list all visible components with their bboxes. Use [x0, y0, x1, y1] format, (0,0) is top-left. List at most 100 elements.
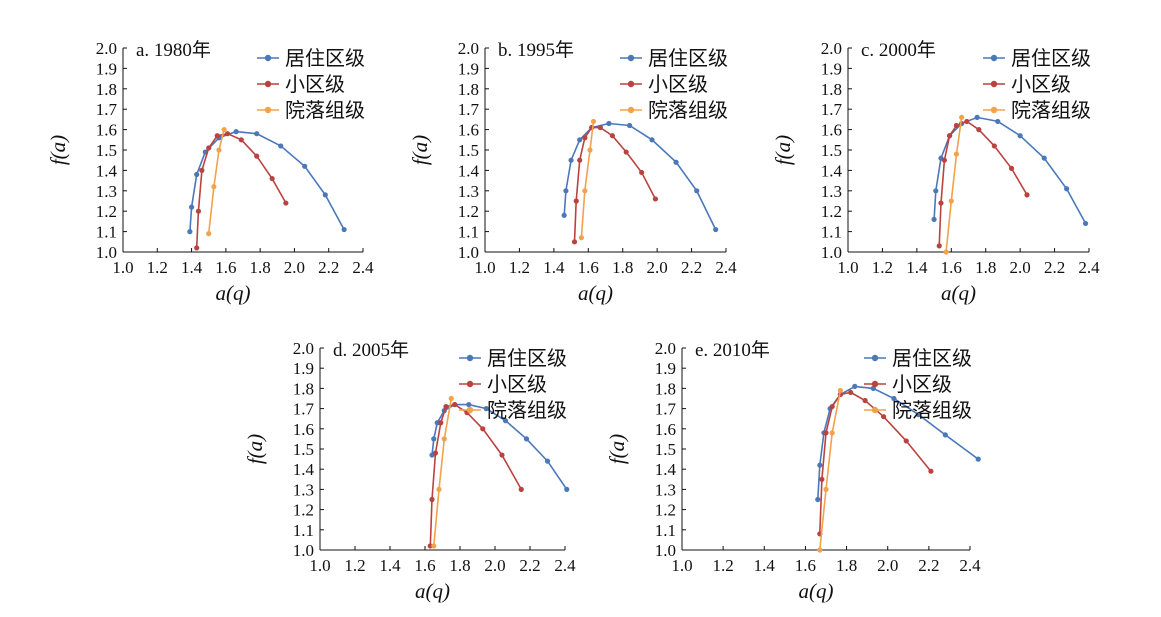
series-line	[195, 132, 287, 248]
legend-label: 院落组级	[285, 99, 365, 122]
data-point	[823, 430, 829, 436]
series-line	[819, 390, 842, 551]
x-tick-label: 1.4	[379, 556, 401, 575]
series-1	[429, 401, 570, 492]
y-tick-label: 1.9	[821, 59, 842, 78]
data-point	[933, 188, 939, 194]
data-point	[694, 188, 700, 194]
y-tick-label: 1.4	[96, 161, 118, 180]
series-line	[945, 117, 963, 253]
data-point	[269, 175, 275, 182]
y-tick-label: 2.0	[655, 339, 676, 358]
y-tick-label: 1.1	[96, 223, 117, 242]
y-axis-title: f(a)	[605, 434, 629, 464]
data-point	[936, 243, 942, 249]
data-point	[499, 452, 505, 458]
x-tick-label: 2.4	[1078, 258, 1100, 277]
data-point	[233, 129, 239, 135]
x-tick-label: 2.0	[284, 258, 305, 277]
y-tick-label: 2.0	[458, 39, 479, 58]
y-tick-label: 1.1	[821, 223, 842, 242]
y-tick-label: 1.4	[458, 161, 480, 180]
data-point	[254, 131, 260, 137]
data-point	[1017, 133, 1023, 139]
y-tick-label: 1.8	[655, 379, 676, 398]
data-point	[609, 133, 615, 139]
y-tick-label: 1.0	[96, 243, 117, 262]
data-point	[216, 147, 222, 153]
y-tick-label: 1.9	[655, 359, 676, 378]
x-tick-label: 1.0	[671, 556, 692, 575]
data-point	[953, 151, 960, 157]
y-tick-label: 1.1	[655, 521, 676, 540]
y-tick-label: 1.3	[821, 182, 842, 201]
data-point	[829, 430, 835, 436]
legend-label: 小区级	[648, 73, 708, 96]
x-tick-label: 2.2	[519, 556, 540, 575]
data-point	[964, 118, 970, 125]
y-tick-label: 1.5	[96, 141, 117, 160]
data-point	[938, 200, 944, 206]
legend-marker	[627, 106, 635, 114]
y-tick-label: 1.5	[821, 141, 842, 160]
x-tick-label: 1.4	[543, 258, 565, 277]
panel-label: d. 2005年	[333, 339, 409, 361]
y-tick-label: 1.2	[655, 501, 676, 520]
x-tick-label: 2.4	[554, 556, 576, 575]
data-point	[639, 169, 645, 176]
series-line	[429, 403, 522, 547]
legend-item: 小区级	[459, 373, 547, 396]
y-tick-label: 1.4	[293, 460, 315, 479]
x-tick-label: 1.6	[414, 556, 435, 575]
y-tick-label: 1.1	[293, 521, 314, 540]
data-point	[431, 436, 437, 442]
data-point	[819, 476, 825, 482]
data-point	[211, 184, 217, 190]
x-tick-label: 2.2	[1044, 258, 1065, 277]
data-point	[341, 226, 347, 233]
data-point	[931, 216, 937, 222]
series-2	[936, 118, 1030, 249]
data-point	[544, 458, 551, 464]
series-2	[571, 124, 659, 245]
x-axis-title: a(q)	[799, 579, 834, 603]
series-line	[580, 121, 595, 238]
x-tick-label: 1.8	[836, 556, 857, 575]
data-point	[480, 426, 486, 432]
data-point	[568, 157, 574, 163]
x-axis-title: a(q)	[415, 579, 450, 603]
panel-label: c. 2000年	[861, 39, 936, 61]
series-3	[578, 118, 597, 241]
data-point	[564, 486, 570, 492]
y-tick-label: 1.0	[458, 243, 479, 262]
legend-marker	[990, 106, 998, 114]
y-tick-label: 1.7	[458, 100, 480, 119]
data-point	[429, 496, 435, 503]
x-tick-label: 1.0	[837, 258, 858, 277]
y-tick-label: 1.2	[96, 202, 117, 221]
y-tick-label: 1.9	[458, 59, 479, 78]
data-point	[953, 122, 960, 129]
y-tick-label: 2.0	[293, 339, 314, 358]
data-point	[224, 131, 231, 137]
x-tick-label: 1.0	[474, 258, 495, 277]
x-tick-label: 1.6	[795, 556, 816, 575]
legend-label: 居住区级	[648, 47, 728, 70]
x-tick-label: 2.4	[352, 258, 374, 277]
data-point	[221, 127, 227, 133]
legend-label: 居住区级	[285, 47, 365, 70]
x-tick-label: 1.6	[578, 258, 599, 277]
data-point	[1064, 186, 1070, 192]
y-tick-label: 1.7	[96, 100, 118, 119]
data-point	[959, 114, 965, 120]
y-tick-label: 1.9	[293, 359, 314, 378]
data-point	[817, 462, 823, 468]
x-tick-label: 2.0	[484, 556, 505, 575]
data-point	[582, 188, 588, 194]
y-tick-label: 1.2	[458, 202, 479, 221]
legend-marker	[264, 54, 272, 62]
data-point	[188, 204, 195, 210]
x-tick-label: 1.0	[112, 258, 133, 277]
data-point	[943, 249, 949, 255]
y-tick-label: 1.2	[293, 501, 314, 520]
